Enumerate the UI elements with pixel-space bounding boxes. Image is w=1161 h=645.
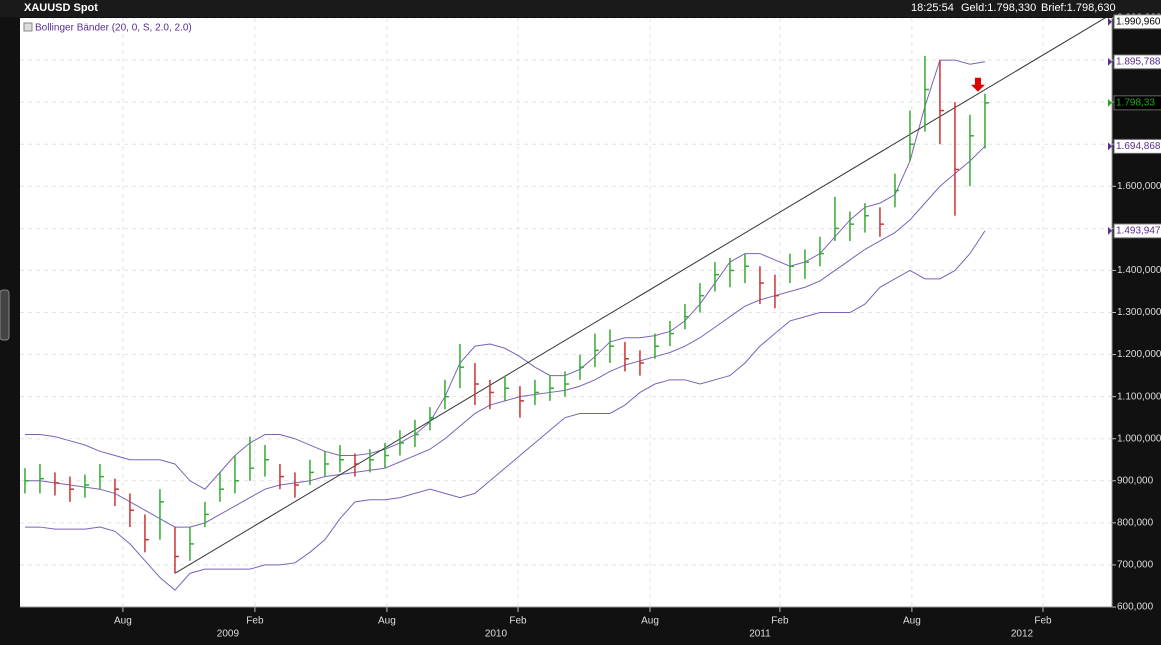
y-tick-label: 700,000: [1117, 560, 1154, 571]
plot: [20, 18, 1112, 607]
x-tick-label: Feb: [509, 616, 527, 627]
year-label: 2010: [485, 629, 508, 640]
trendline: [174, 18, 1106, 574]
y-tick-label: 600,000: [1117, 602, 1154, 613]
bid: Geld:1.798,330: [961, 2, 1036, 14]
year-label: 2011: [749, 629, 771, 640]
y-tick-label: 1.300,000: [1117, 307, 1161, 318]
x-tick-label: Feb: [771, 616, 789, 627]
time: 18:25:54: [911, 2, 954, 14]
y-tick-label: 1.000,000: [1117, 433, 1161, 444]
indicator-label: Bollinger Bänder (20, 0, S, 2.0, 2.0): [35, 23, 192, 34]
price-marker-label: 1.798,33: [1116, 97, 1155, 108]
x-tick-label: Feb: [246, 616, 264, 627]
marker-pointer: [1108, 98, 1112, 107]
price-marker-label: 1.493,947: [1116, 226, 1161, 237]
price-marker: [1113, 223, 1161, 239]
y-tick-label: 800,000: [1117, 517, 1154, 528]
y-tick-label: 1.100,000: [1117, 391, 1161, 402]
marker-pointer: [1108, 226, 1112, 235]
side-grip[interactable]: [0, 289, 10, 341]
y-tick-label: 1.600,000: [1117, 181, 1161, 192]
y-tick-label: 900,000: [1117, 475, 1154, 486]
y-tick-label: 1.400,000: [1117, 265, 1161, 276]
bollinger-band: [24, 59, 986, 490]
price-marker: [1113, 138, 1161, 154]
price-marker-label: 1.990,960: [1116, 16, 1161, 27]
chart-title: XAUUSD Spot: [24, 2, 98, 14]
x-tick-label: Aug: [641, 616, 659, 627]
year-label: 2009: [217, 629, 240, 640]
x-tick-label: Aug: [903, 616, 921, 627]
bollinger-band: [24, 230, 986, 591]
year-label: 2012: [1011, 629, 1034, 640]
price-marker-label: 1.694,868: [1116, 141, 1161, 152]
y-tick-label: 1.200,000: [1117, 349, 1161, 360]
marker-pointer: [1108, 57, 1112, 66]
x-tick-label: Aug: [378, 616, 396, 627]
price-marker: [1113, 95, 1161, 111]
indicator-toggle[interactable]: [23, 22, 33, 32]
header-bar: [0, 0, 1161, 17]
ask: Brief:1.798,630: [1041, 2, 1116, 14]
x-tick-label: Feb: [1034, 616, 1052, 627]
price-marker: [1113, 54, 1161, 70]
x-tick-label: Aug: [114, 616, 132, 627]
price-marker: [1113, 14, 1161, 30]
marker-pointer: [1108, 142, 1112, 151]
marker-pointer: [1108, 17, 1112, 26]
price-marker-label: 1.895,788: [1116, 56, 1161, 67]
signal-arrow: [970, 77, 985, 92]
